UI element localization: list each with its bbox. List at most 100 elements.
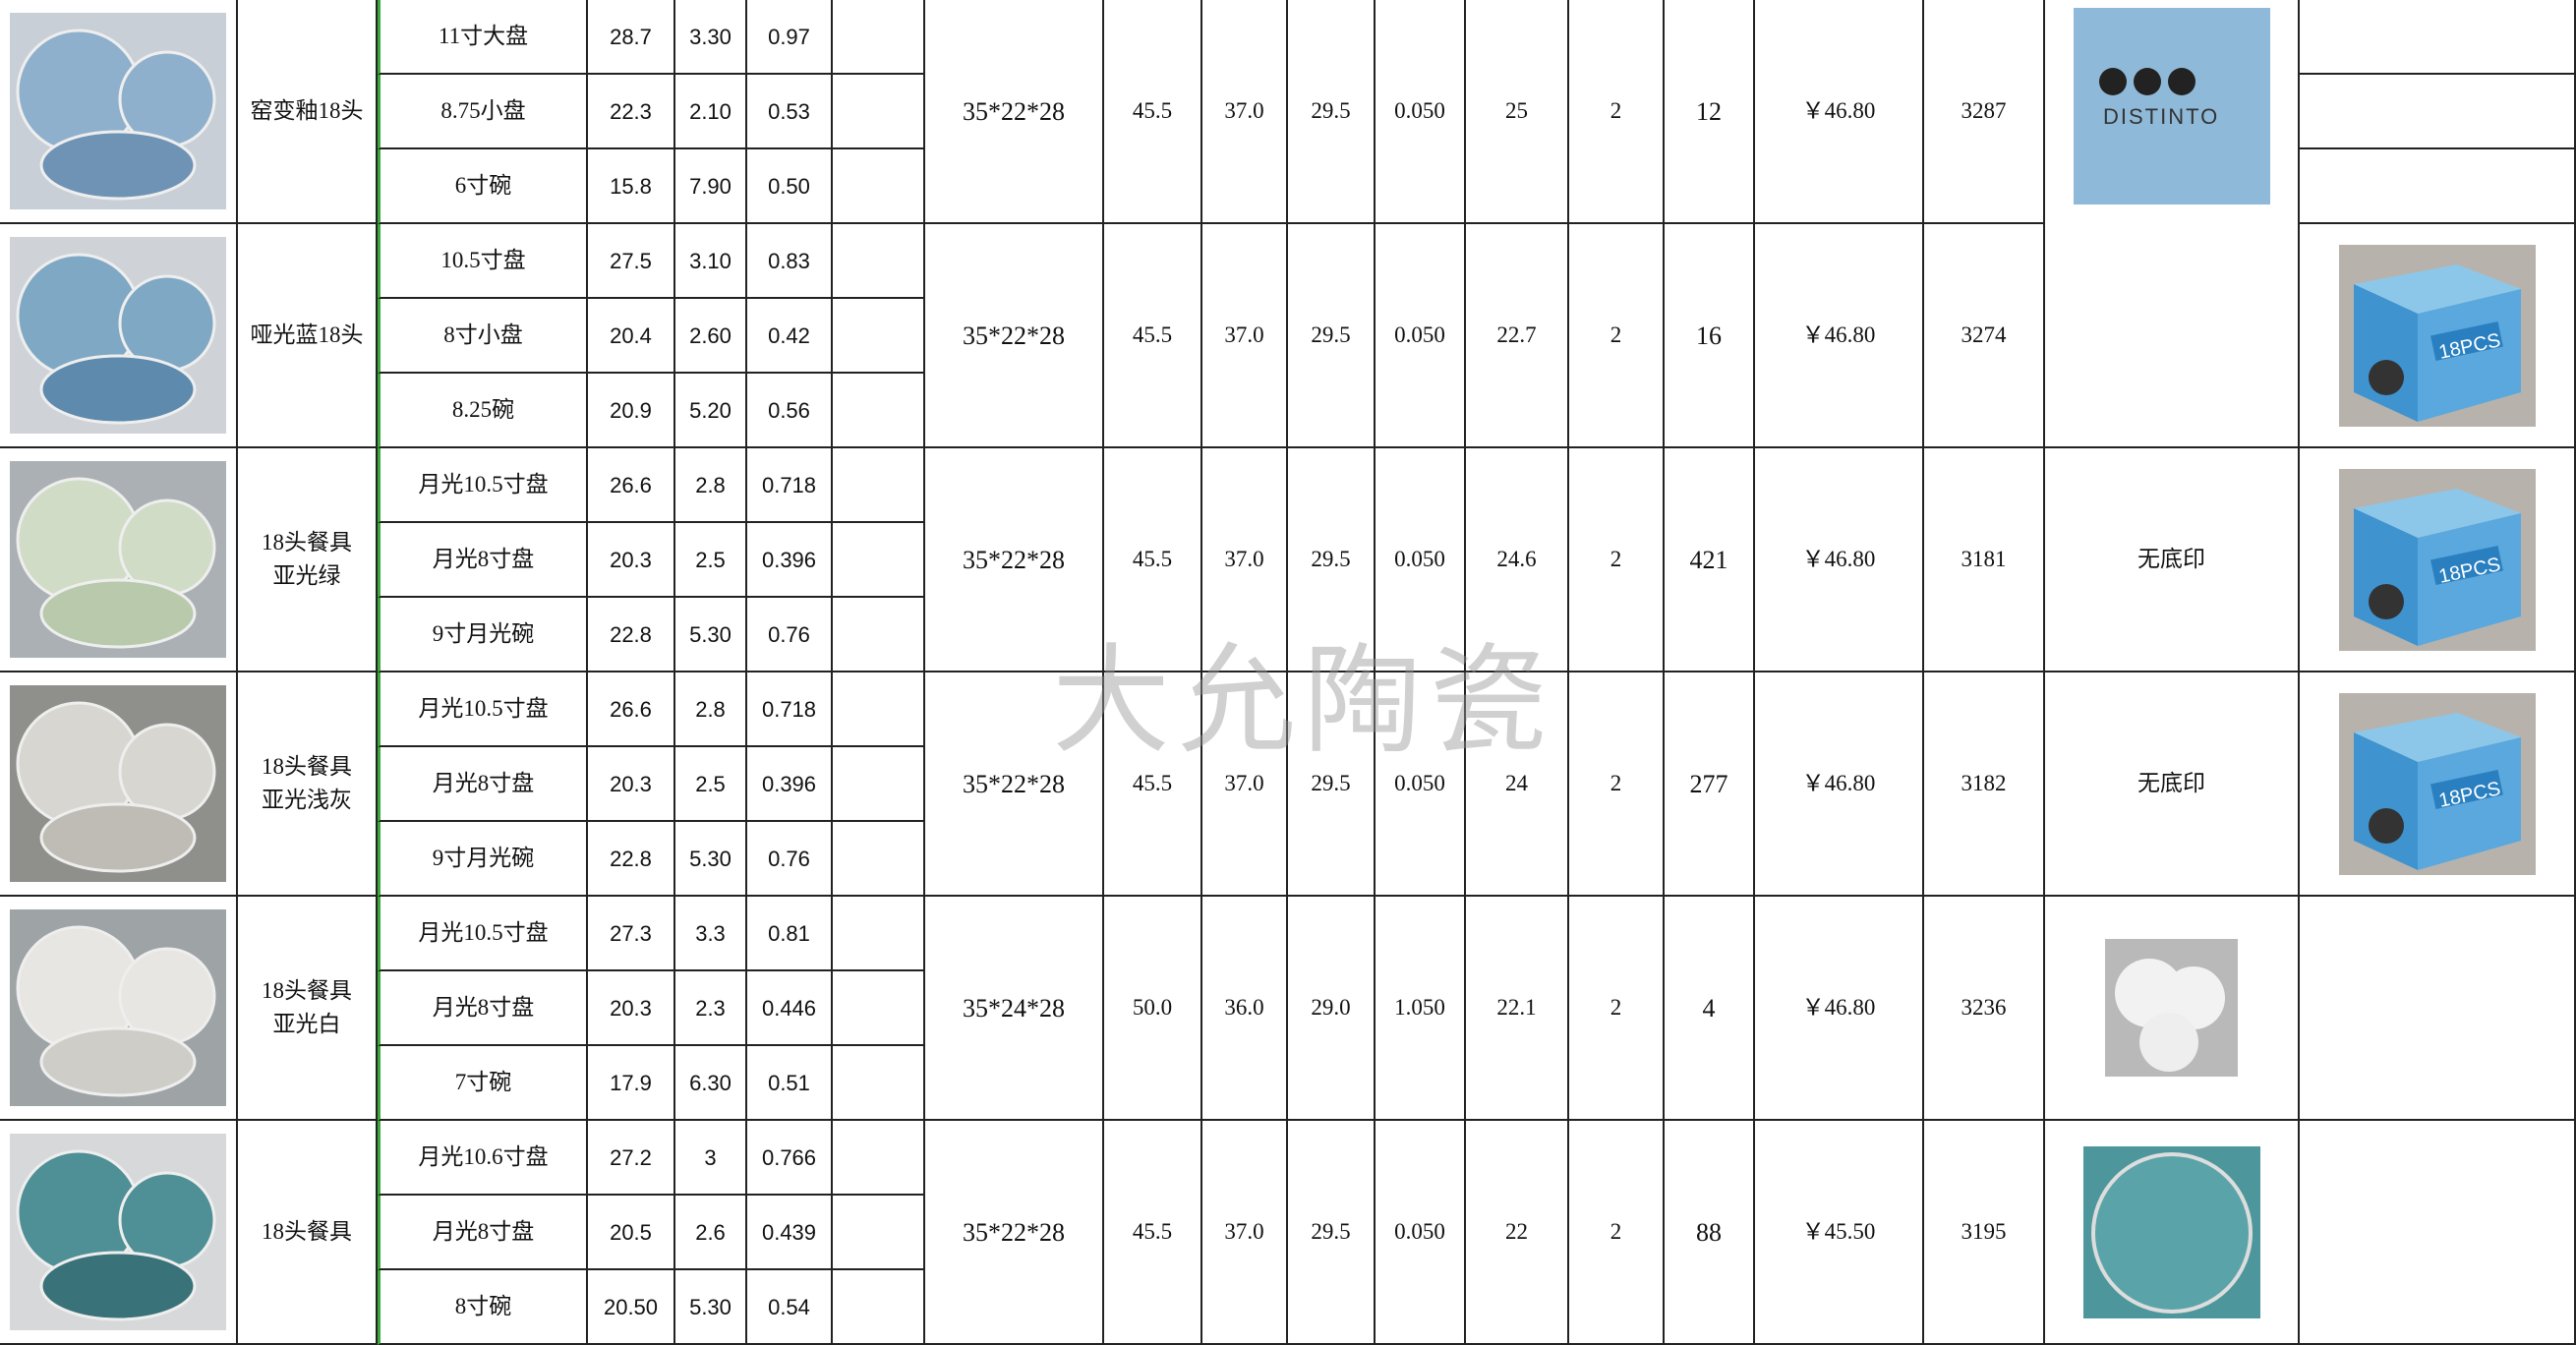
- dimension: 2.8: [675, 448, 747, 523]
- cbm: 0.050: [1376, 0, 1466, 224]
- cell-text: 8.25碗: [451, 396, 515, 422]
- photo: [10, 1134, 226, 1330]
- dimension: 20.4: [588, 299, 675, 374]
- carton: 35*22*28: [925, 1121, 1104, 1345]
- carton: 35*22*28: [925, 224, 1104, 448]
- item-name: 月光10.5寸盘: [378, 672, 588, 747]
- cell-text: 0.81: [768, 920, 810, 946]
- cell-text: 0.50: [768, 173, 810, 199]
- dimension: 2.5: [675, 747, 747, 822]
- empty-cell: [2300, 75, 2576, 149]
- cell-text: 2.5: [695, 771, 726, 796]
- empty-cell: [833, 897, 925, 971]
- stock: 16: [1665, 224, 1755, 448]
- product-photo: [0, 0, 238, 224]
- weight: 24: [1466, 672, 1569, 897]
- cell-text: 2.10: [689, 98, 732, 124]
- cell-text: 2: [1610, 1218, 1622, 1244]
- cell-text: 2: [1610, 770, 1622, 795]
- dimension: 26.6: [588, 672, 675, 747]
- carton: 35*22*28: [925, 448, 1104, 672]
- dimension: 0.53: [747, 75, 833, 149]
- empty-cell: [833, 1196, 925, 1270]
- dimension: 2.60: [675, 299, 747, 374]
- dimension: 0.83: [747, 224, 833, 299]
- cell-text: 1.050: [1394, 994, 1445, 1020]
- cell-text: 37.0: [1224, 1218, 1264, 1244]
- item-name: 6寸碗: [378, 149, 588, 224]
- w: 36.0: [1202, 897, 1288, 1121]
- cell-text: 421: [1689, 545, 1728, 574]
- photo: [10, 909, 226, 1106]
- empty-cell: [833, 1270, 925, 1345]
- cell-text: 0.76: [768, 621, 810, 647]
- count: 2: [1569, 0, 1665, 224]
- cell-text: 0.54: [768, 1294, 810, 1319]
- dimension: 0.766: [747, 1121, 833, 1196]
- item-name: 月光10.5寸盘: [378, 897, 588, 971]
- cell-text: 26.6: [610, 696, 652, 722]
- cell-text: 22.8: [610, 846, 652, 871]
- cell-text: 20.4: [610, 322, 652, 348]
- empty-cell: [833, 374, 925, 448]
- cell-text: 0.53: [768, 98, 810, 124]
- stock: 88: [1665, 1121, 1755, 1345]
- dimension: 3.10: [675, 224, 747, 299]
- cell-text: 36.0: [1224, 994, 1264, 1020]
- empty-cell: [833, 1046, 925, 1121]
- cell-text: 2.3: [695, 995, 726, 1021]
- photo: [10, 13, 226, 209]
- cell-text: 5.30: [689, 621, 732, 647]
- item-name: 月光10.6寸盘: [378, 1121, 588, 1196]
- count: 2: [1569, 224, 1665, 448]
- cell-text: 20.5: [610, 1219, 652, 1245]
- dimension: 0.81: [747, 897, 833, 971]
- cell-text: 5.30: [689, 1294, 732, 1319]
- price: ￥46.80: [1755, 0, 1924, 224]
- cell-text: 35*24*28: [963, 993, 1065, 1023]
- cell-text: 月光8寸盘: [432, 1218, 535, 1244]
- dimension: 3.30: [675, 0, 747, 75]
- item-name: 10.5寸盘: [378, 224, 588, 299]
- count: 2: [1569, 672, 1665, 897]
- item-name: 月光8寸盘: [378, 523, 588, 598]
- set-name: 18头餐具: [238, 1121, 378, 1345]
- empty-cell: [833, 672, 925, 747]
- dimension: 15.8: [588, 149, 675, 224]
- set-name: 18头餐具 亚光浅灰: [238, 672, 378, 897]
- code: 3182: [1924, 672, 2045, 897]
- item-name: 9寸月光碗: [378, 598, 588, 672]
- dimension: 26.6: [588, 448, 675, 523]
- cell-text: 亚光白: [272, 1012, 341, 1036]
- box-photo: 18PCS: [2300, 672, 2576, 897]
- cell-text: 18头餐具: [262, 977, 352, 1003]
- box-photo: 18PCS: [2300, 224, 2576, 448]
- carton: 35*24*28: [925, 897, 1104, 1121]
- empty-cell: [833, 598, 925, 672]
- cell-text: 2: [1610, 322, 1622, 347]
- dimension: 0.396: [747, 523, 833, 598]
- w: 37.0: [1202, 448, 1288, 672]
- cell-text: 月光10.5寸盘: [418, 695, 549, 721]
- cell-text: 18头餐具: [262, 529, 352, 555]
- dimension: 20.50: [588, 1270, 675, 1345]
- cell-text: 0.83: [768, 248, 810, 273]
- cell-text: 26.6: [610, 472, 652, 497]
- cell-text: 3.10: [689, 248, 732, 273]
- l: 45.5: [1104, 1121, 1202, 1345]
- dimension: 0.56: [747, 374, 833, 448]
- h: 29.5: [1288, 448, 1376, 672]
- watermark: 大允陶瓷: [1052, 633, 1555, 770]
- item-name: 8.25碗: [378, 374, 588, 448]
- item-name: 8.75小盘: [378, 75, 588, 149]
- dimension: 2.3: [675, 971, 747, 1046]
- photo: 18PCS: [2338, 244, 2536, 427]
- empty-cell: [2300, 149, 2576, 224]
- cell-text: 哑光蓝18头: [250, 322, 364, 347]
- cell-text: 0.718: [761, 696, 817, 722]
- cell-text: 37.0: [1224, 322, 1264, 347]
- cell-text: 24.6: [1496, 546, 1537, 571]
- cell-text: 0.396: [761, 547, 817, 572]
- weight: 22.7: [1466, 224, 1569, 448]
- cell-text: 4: [1702, 993, 1716, 1023]
